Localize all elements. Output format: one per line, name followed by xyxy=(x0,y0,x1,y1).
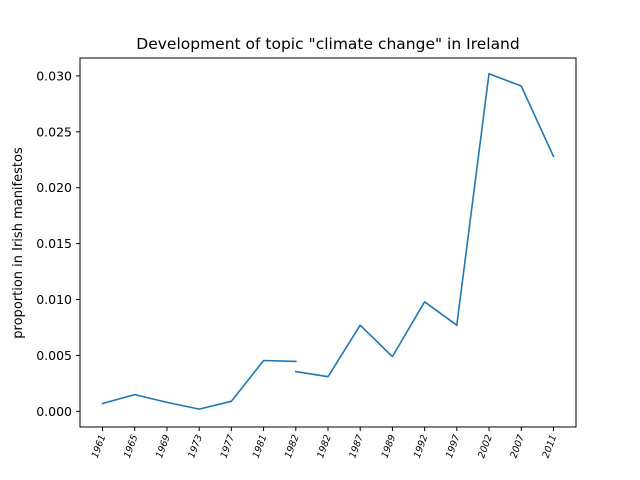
x-tick-label: 1977 xyxy=(219,433,238,459)
plot-area-frame xyxy=(79,57,577,428)
chart-title: Development of topic "climate change" in… xyxy=(136,35,519,53)
x-tick-label: 1987 xyxy=(347,433,366,459)
x-tick-label: 2002 xyxy=(476,433,495,459)
x-tick-label: 1982 xyxy=(315,433,334,459)
series-0-line-segment-1 xyxy=(294,300,458,378)
y-axis-ticks: 0.000 0.005 0.010 0.015 0.020 0.025 0.030 xyxy=(36,68,80,419)
x-tick-label: 1989 xyxy=(380,433,399,459)
x-tick-label: 1961 xyxy=(90,433,109,459)
x-tick-label: 1997 xyxy=(444,433,463,459)
x-tick-label: 2011 xyxy=(541,433,560,459)
x-axis-ticks: 1961 1965 1969 1973 1977 1981 1982 1982 1987 1989… xyxy=(90,427,560,460)
y-axis-label: proportion in Irish manifestos xyxy=(11,147,26,339)
y-tick-label: 0.015 xyxy=(36,236,72,251)
series-lines xyxy=(101,72,555,410)
y-tick-label: 0.000 xyxy=(36,404,72,419)
x-tick-label: 1969 xyxy=(154,433,173,459)
y-tick-label: 0.005 xyxy=(36,348,72,363)
series-0-line-segment-2 xyxy=(455,72,555,327)
y-tick-label: 0.020 xyxy=(36,180,72,195)
x-tick-label: 1973 xyxy=(186,433,205,459)
x-tick-label: 1992 xyxy=(412,433,431,459)
y-tick-label: 0.010 xyxy=(36,292,72,307)
x-tick-label: 1981 xyxy=(251,433,270,459)
y-tick-label: 0.030 xyxy=(36,68,72,83)
y-tick-label: 0.025 xyxy=(36,124,72,139)
series-0-line-segment-0 xyxy=(101,359,297,410)
x-tick-label: 1982 xyxy=(283,433,302,459)
x-tick-label: 1965 xyxy=(122,433,141,459)
x-tick-label: 2007 xyxy=(508,433,527,459)
